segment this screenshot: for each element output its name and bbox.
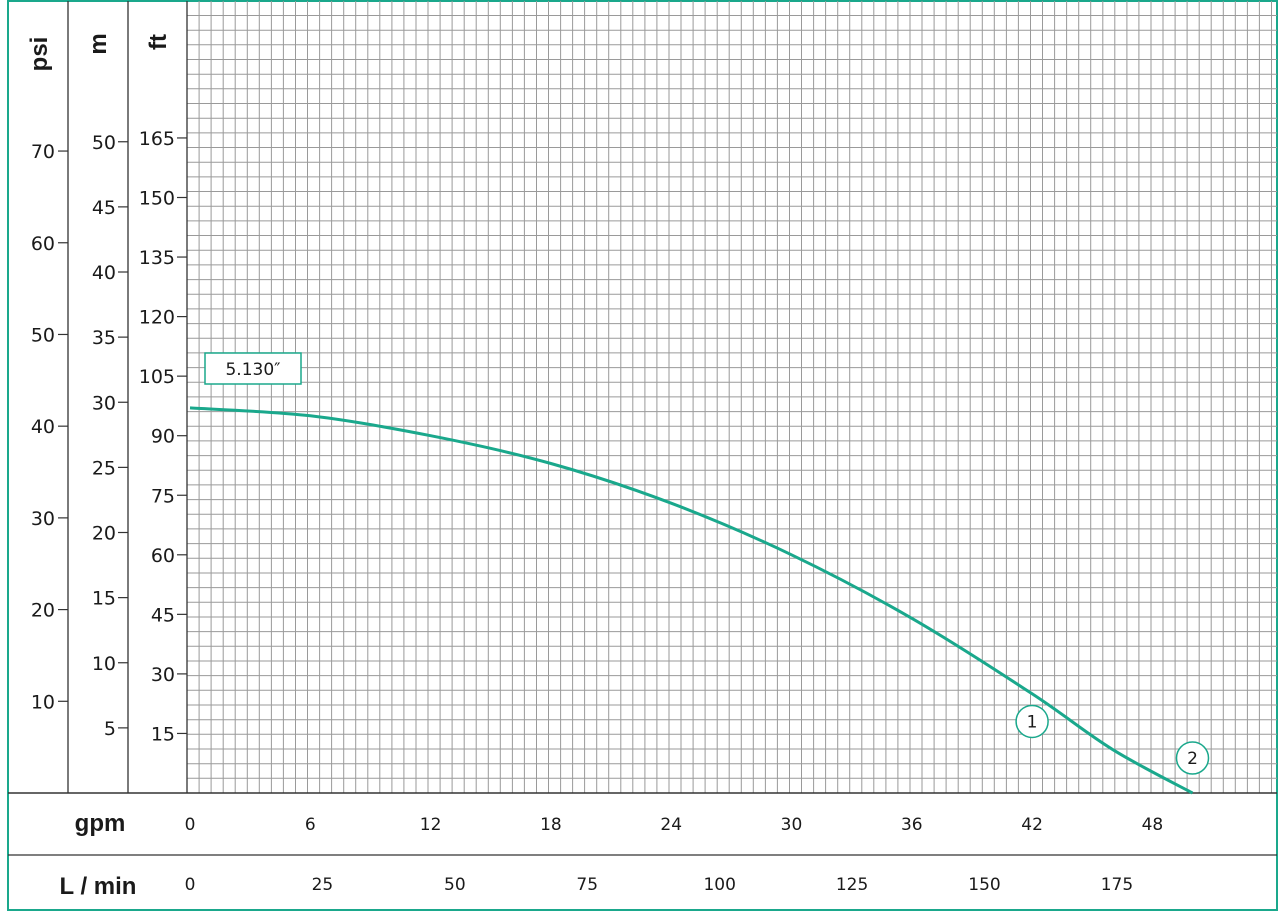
m-axis-label: m xyxy=(85,33,112,54)
lmin-tick-label: 0 xyxy=(185,875,196,895)
lmin-tick-label: 75 xyxy=(576,875,598,895)
lmin-axis-label: L / min xyxy=(60,873,137,900)
curve-callout-label: 5.130″ xyxy=(225,360,280,380)
lmin-tick-label: 50 xyxy=(444,875,466,895)
lmin-tick-label: 150 xyxy=(968,875,1000,895)
psi-tick-label: 30 xyxy=(31,508,55,530)
m-tick-label: 40 xyxy=(92,262,116,284)
gpm-tick-label: 0 xyxy=(185,815,196,835)
curve-callout-box xyxy=(204,352,302,385)
m-tick-label: 50 xyxy=(92,132,116,154)
psi-tick-label: 70 xyxy=(31,141,55,163)
gpm-axis-label: gpm xyxy=(75,810,126,837)
psi-tick-label: 50 xyxy=(31,324,55,346)
curve-callout: 5.130″ xyxy=(204,352,302,385)
ft-tick-label: 45 xyxy=(151,604,175,626)
psi-ticks: 10 20 30 40 50 60 70 xyxy=(31,141,68,713)
gpm-tick-label: 36 xyxy=(901,815,923,835)
ft-tick-label: 165 xyxy=(139,128,175,150)
ft-tick-label: 150 xyxy=(139,188,175,210)
curve-marker-label: 1 xyxy=(1027,712,1038,732)
m-tick-label: 5 xyxy=(104,718,116,740)
ft-tick-label: 105 xyxy=(139,366,175,388)
pump-curve-line xyxy=(189,406,1194,795)
ft-tick-label: 75 xyxy=(151,485,175,507)
gpm-tick-label: 42 xyxy=(1021,815,1043,835)
psi-tick-label: 40 xyxy=(31,416,55,438)
ft-tick-label: 15 xyxy=(151,723,175,745)
ft-tick-label: 120 xyxy=(139,307,175,329)
ft-ticks: 15 30 45 60 75 90 105 120 135 150 165 xyxy=(139,128,187,745)
ft-tick-label: 60 xyxy=(151,545,175,567)
psi-tick-label: 60 xyxy=(31,233,55,255)
m-tick-label: 25 xyxy=(92,457,116,479)
m-tick-label: 15 xyxy=(92,588,116,610)
psi-tick-label: 10 xyxy=(31,691,55,713)
ft-tick-label: 90 xyxy=(151,426,175,448)
m-tick-label: 45 xyxy=(92,197,116,219)
curve-marker-1 xyxy=(1015,704,1049,739)
gpm-tick-label: 18 xyxy=(540,815,562,835)
gpm-ticks: 0 6 12 18 24 30 36 42 48 xyxy=(185,815,1164,835)
m-tick-label: 30 xyxy=(92,392,116,414)
m-tick-label: 20 xyxy=(92,523,116,545)
lmin-tick-label: 175 xyxy=(1101,875,1133,895)
markers: 12 xyxy=(1015,704,1210,775)
grid xyxy=(186,1,1277,794)
curve-marker-label: 2 xyxy=(1187,749,1198,769)
gpm-tick-label: 12 xyxy=(420,815,442,835)
psi-axis-label: psi xyxy=(26,37,53,72)
gpm-tick-label: 24 xyxy=(660,815,682,835)
ft-tick-label: 135 xyxy=(139,247,175,269)
psi-tick-label: 20 xyxy=(31,600,55,622)
lmin-ticks: 0 25 50 75 100 125 150 175 xyxy=(185,875,1134,895)
gpm-tick-label: 30 xyxy=(781,815,803,835)
m-tick-label: 10 xyxy=(92,653,116,675)
ft-tick-label: 30 xyxy=(151,664,175,686)
m-ticks: 5 10 15 20 25 30 35 40 45 50 xyxy=(92,132,128,740)
gpm-tick-label: 48 xyxy=(1142,815,1164,835)
lmin-tick-label: 25 xyxy=(312,875,334,895)
gpm-tick-label: 6 xyxy=(305,815,316,835)
lmin-tick-label: 100 xyxy=(703,875,735,895)
m-tick-label: 35 xyxy=(92,327,116,349)
ft-axis-label: ft xyxy=(145,34,172,50)
lmin-tick-label: 125 xyxy=(836,875,868,895)
curve-marker-2 xyxy=(1175,741,1210,775)
